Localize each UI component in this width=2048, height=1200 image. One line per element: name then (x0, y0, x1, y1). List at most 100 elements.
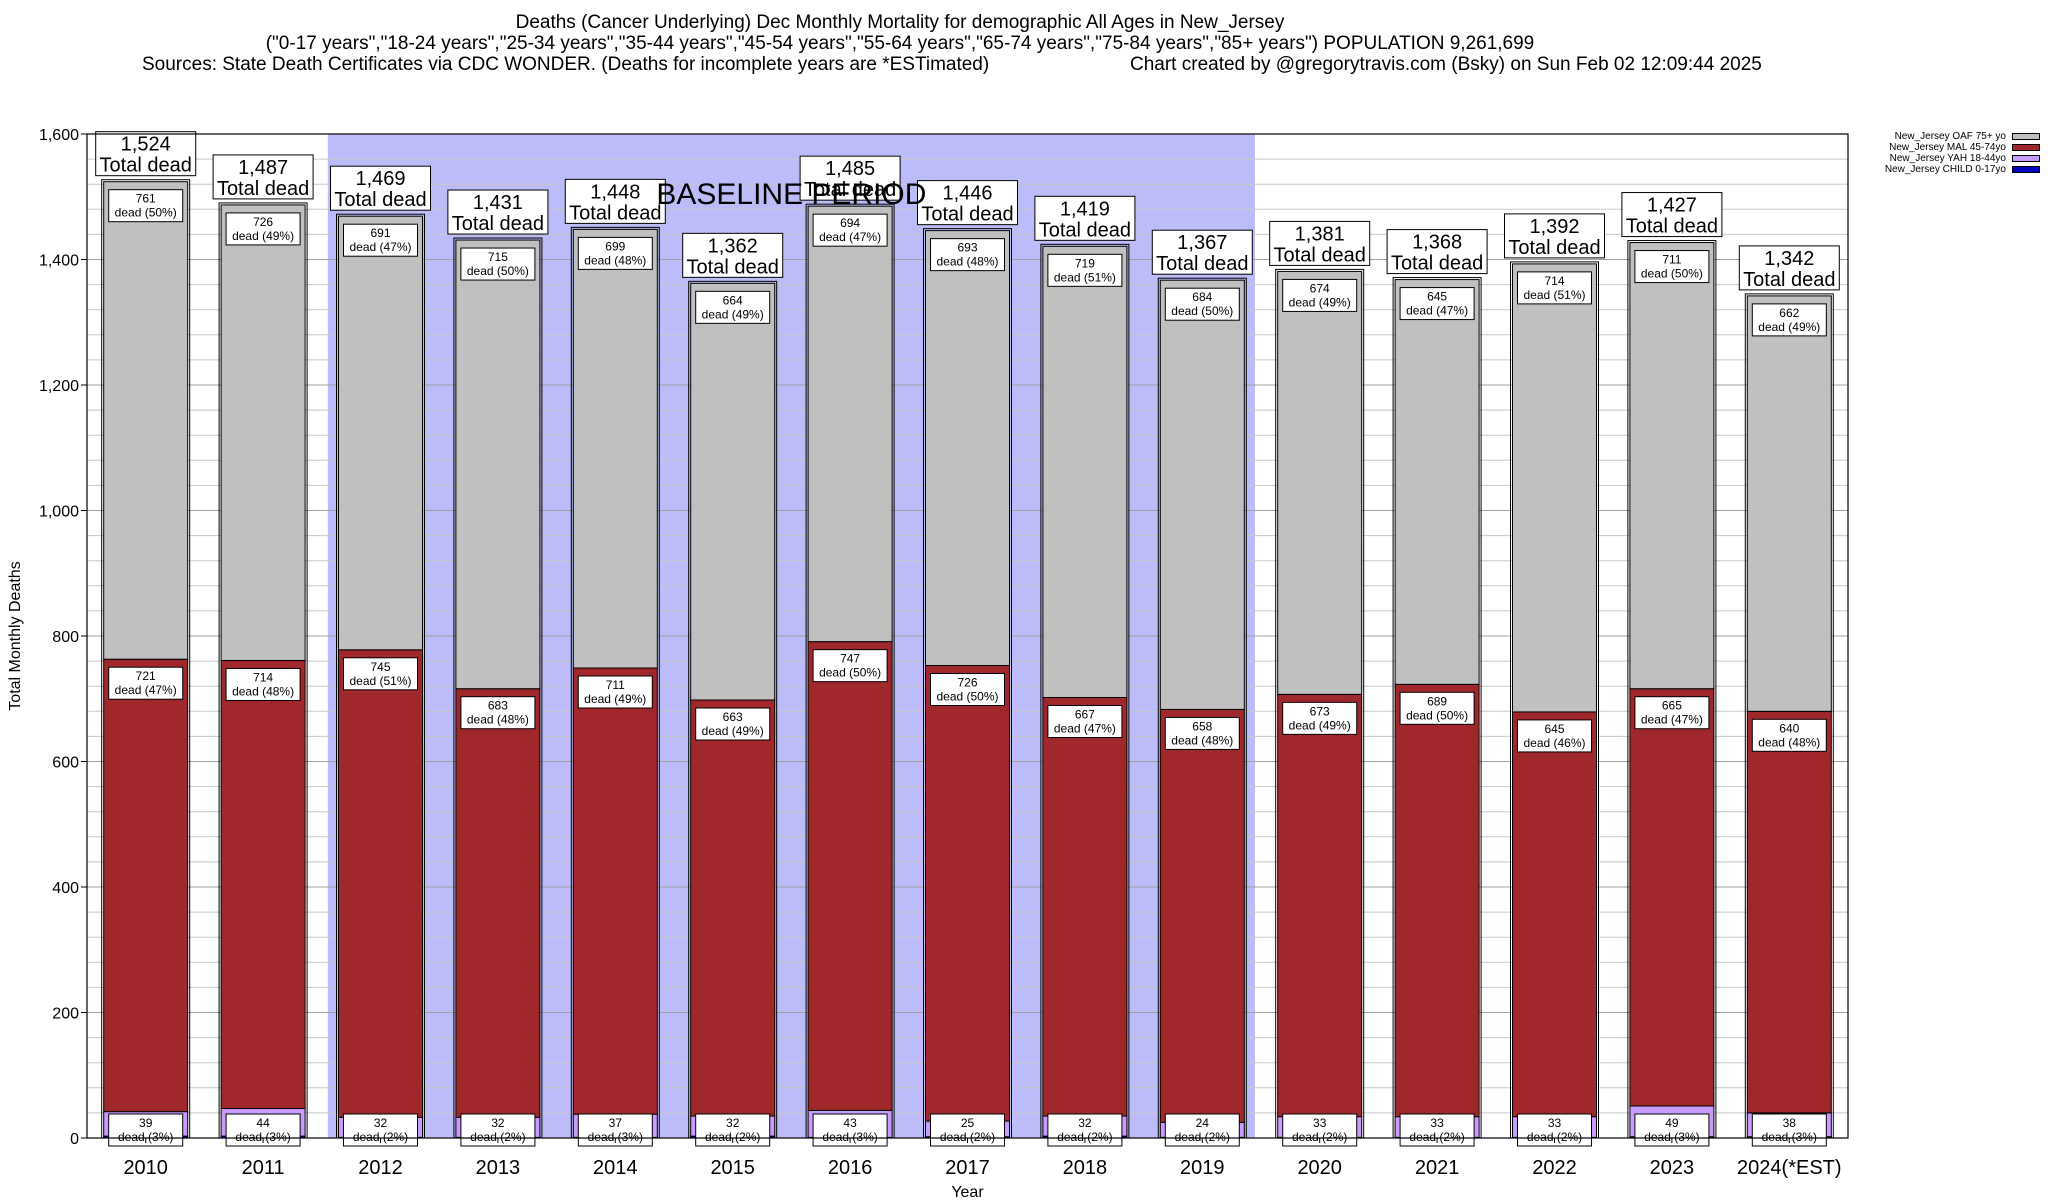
total-label-text: Total dead (1391, 253, 1483, 275)
segment-label-box (1751, 303, 1827, 337)
segment-label-value: 711 (1662, 253, 1681, 267)
segment-label-value: 714 (253, 670, 273, 684)
x-tick-label: 2022 (1532, 1157, 1577, 1179)
x-tick-label: 2011 (242, 1157, 285, 1179)
bar-segment (1629, 688, 1715, 1107)
segment-label-pct: dead (3%) (1644, 1130, 1699, 1144)
segment-label-value: 715 (488, 250, 508, 264)
total-label-box (799, 155, 901, 201)
y-tick-label: 1,600 (39, 127, 79, 144)
total-label-value: 1,469 (355, 168, 405, 190)
x-tick-label: 2013 (476, 1157, 521, 1179)
segment-label-box (930, 238, 1005, 272)
total-label-box (1621, 192, 1723, 238)
segment-label-box (1399, 691, 1475, 725)
total-label-text: Total dead (921, 204, 1013, 226)
segment-label-box (343, 657, 418, 691)
segment-label-pct: dead (2%) (1292, 1130, 1347, 1144)
legend-swatch-oaf (2012, 133, 2040, 140)
segment-label-pct: dead (47%) (349, 240, 411, 254)
segment-label-box (460, 696, 536, 730)
segment-label-pct: dead (2%) (1409, 1130, 1464, 1144)
segment-label-value: 645 (1427, 290, 1447, 304)
segment-label-box (1047, 253, 1123, 287)
segment-label-value: 683 (488, 699, 508, 713)
legend-label-oaf: New_Jersey OAF 75+ yo (1894, 131, 2006, 142)
segment-label-pct: dead (50%) (936, 689, 998, 703)
total-label-value: 1,368 (1412, 232, 1462, 254)
segment-label-pct: dead (49%) (1758, 320, 1820, 334)
y-tick-label: 600 (52, 755, 79, 772)
y-tick-label: 200 (52, 1006, 79, 1023)
segment-label-value: 33 (1548, 1116, 1562, 1130)
total-label-text: Total dead (1626, 216, 1718, 238)
segment-label-value: 665 (1662, 699, 1682, 713)
legend-item-child: New_Jersey CHILD 0-17yo (1860, 164, 2040, 175)
segment-label-pct: dead (49%) (232, 229, 294, 243)
segment-label-pct: dead (50%) (1641, 267, 1703, 281)
plot-frame (86, 133, 1849, 1139)
baseline-period-label: BASELINE PERIOD (656, 178, 926, 211)
total-label-text: Total dead (452, 213, 544, 235)
segment-label-pct: dead (47%) (1406, 304, 1468, 318)
segment-label-box (930, 672, 1005, 706)
segment-label-pct: dead (48%) (584, 253, 646, 267)
total-label-text: Total dead (1156, 253, 1248, 275)
legend-swatch-child (2012, 166, 2040, 173)
segment-label-value: 721 (136, 669, 156, 683)
segment-label-pct: dead (3%) (235, 1130, 290, 1144)
segment-label-box (1399, 287, 1475, 321)
segment-label-box (577, 675, 653, 709)
segment-label-value: 673 (1310, 704, 1330, 718)
segment-label-pct: dead (2%) (705, 1130, 760, 1144)
segment-label-value: 684 (1192, 290, 1212, 304)
legend-swatch-yah (2012, 155, 2040, 162)
segment-label-box (577, 236, 653, 270)
total-label-box (330, 165, 431, 211)
x-tick-label: 2012 (358, 1157, 403, 1179)
total-label-box (1269, 220, 1371, 266)
bar-segment (690, 699, 776, 1117)
bar-segment (1394, 683, 1480, 1118)
total-label-value: 1,427 (1647, 195, 1697, 217)
segment-label-pct: dead (2%) (470, 1130, 525, 1144)
segment-label-value: 699 (605, 239, 625, 253)
segment-label-value: 37 (609, 1116, 623, 1130)
y-tick-label: 800 (52, 629, 79, 646)
bar-segment (1394, 279, 1480, 685)
legend-swatch-mal (2012, 144, 2040, 151)
segment-label-value: 33 (1313, 1116, 1327, 1130)
segment-label-pct: dead (2%) (1527, 1130, 1582, 1144)
segment-label-pct: dead (3%) (1762, 1130, 1817, 1144)
bar-segment (1746, 295, 1832, 712)
total-label-box (212, 154, 314, 200)
segment-label-pct: dead (48%) (936, 255, 998, 269)
segment-label-value: 689 (1427, 694, 1447, 708)
segment-label-pct: dead (49%) (702, 724, 764, 738)
segment-label-value: 745 (370, 660, 390, 674)
total-label-value: 1,485 (825, 158, 875, 180)
bar-segment (1512, 263, 1597, 713)
segment-label-pct: dead (49%) (1289, 295, 1351, 309)
segment-label-box (1751, 718, 1827, 752)
segment-label-pct: dead (48%) (467, 713, 529, 727)
segment-label-value: 38 (1783, 1116, 1797, 1130)
x-tick-label: 2023 (1650, 1157, 1695, 1179)
total-label-box (564, 178, 666, 224)
total-label-box (447, 189, 549, 235)
bar-segment (455, 688, 541, 1118)
total-label-value: 1,381 (1295, 223, 1345, 245)
segment-label-box (1517, 719, 1592, 753)
bar-segment (1277, 270, 1363, 695)
total-label-text: Total dead (217, 178, 309, 200)
segment-label-pct: dead (48%) (1758, 735, 1820, 749)
segment-label-value: 667 (1075, 707, 1095, 721)
x-tick-label: 2020 (1297, 1157, 1342, 1179)
segment-label-value: 711 (606, 678, 625, 692)
segment-label-box (695, 707, 771, 741)
legend-item-mal: New_Jersey MAL 45-74yo (1860, 142, 2040, 153)
y-tick-label: 0 (70, 1131, 79, 1148)
segment-label-value: 726 (957, 675, 977, 689)
segment-label-value: 658 (1192, 719, 1212, 733)
